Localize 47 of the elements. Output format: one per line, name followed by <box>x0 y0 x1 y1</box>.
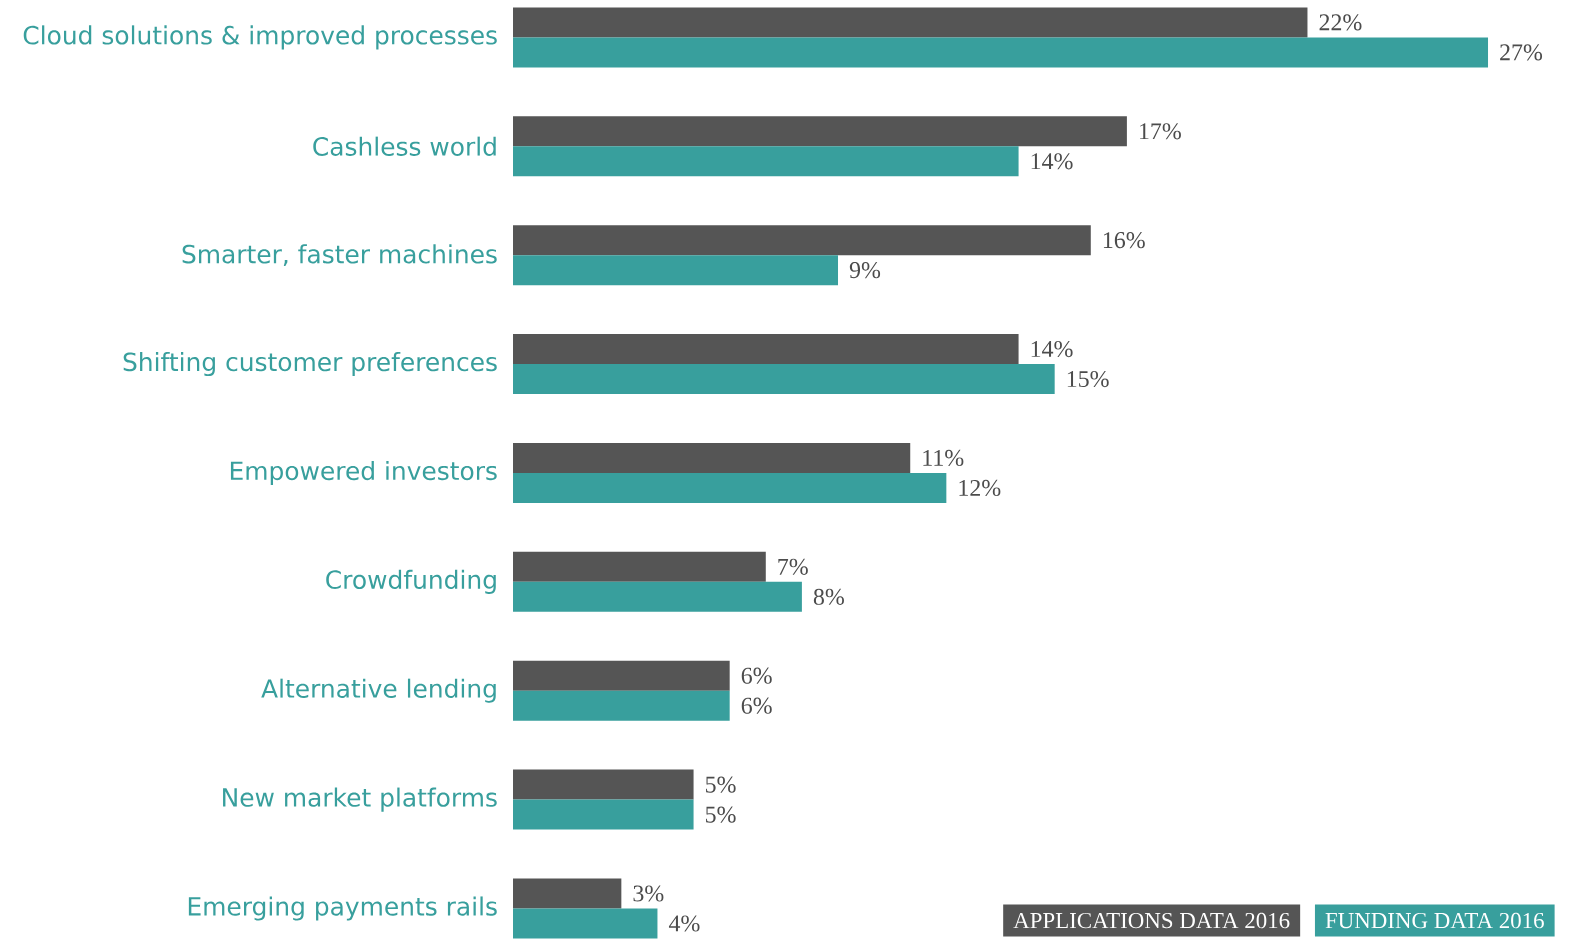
bar <box>513 334 1019 365</box>
y-tick-label: Smarter, faster machines <box>182 244 497 267</box>
bar <box>513 37 1489 68</box>
y-tick-label: Alternative lending <box>261 678 496 703</box>
y-tick-label: Empowered investors <box>230 460 497 486</box>
data-label: 5% <box>705 806 736 823</box>
text: FUNDING DATA 2016 <box>1325 912 1544 929</box>
bar <box>513 690 730 721</box>
bar <box>513 581 802 612</box>
bar <box>513 442 911 473</box>
bar <box>513 878 622 909</box>
y-tick-label: Cloud solutions & improved processes <box>23 25 497 50</box>
bar <box>513 799 694 830</box>
bar <box>513 7 1308 38</box>
data-label: 6% <box>741 697 772 714</box>
data-label: 9% <box>849 262 881 279</box>
bar <box>513 908 658 939</box>
y-tick-label: Crowdfunding <box>326 569 496 594</box>
y-tick-label: New market platforms <box>223 787 497 812</box>
data-label: 3% <box>633 885 664 902</box>
bar <box>513 660 730 691</box>
bar <box>513 364 1055 395</box>
data-label: 22% <box>1319 14 1362 31</box>
data-label: 14% <box>1031 153 1073 170</box>
y-tick-label: Shifting customer preferences <box>123 351 497 377</box>
bar <box>513 225 1091 256</box>
bar <box>513 255 839 286</box>
data-label: 16% <box>1103 232 1145 249</box>
bar <box>513 472 947 503</box>
data-label: 15% <box>1067 370 1109 388</box>
data-label: 17% <box>1140 123 1181 140</box>
data-label: 5% <box>705 776 736 793</box>
text: APPLICATIONS DATA 2016 <box>1013 912 1290 929</box>
data-label: 27% <box>1500 44 1543 61</box>
bar <box>513 116 1127 147</box>
data-label: 12% <box>959 479 1001 497</box>
data-label: 6% <box>741 667 772 684</box>
data-label: 11% <box>923 449 964 467</box>
bar <box>513 551 766 582</box>
y-tick-label: Cashless world <box>313 136 496 156</box>
y-tick-label: Emerging payments rails <box>188 896 497 921</box>
data-label: 8% <box>813 588 844 605</box>
bar <box>513 769 694 800</box>
data-label: 7% <box>778 558 808 575</box>
data-label: 14% <box>1031 340 1073 358</box>
data-label: 4% <box>668 915 700 932</box>
bar <box>513 146 1019 177</box>
